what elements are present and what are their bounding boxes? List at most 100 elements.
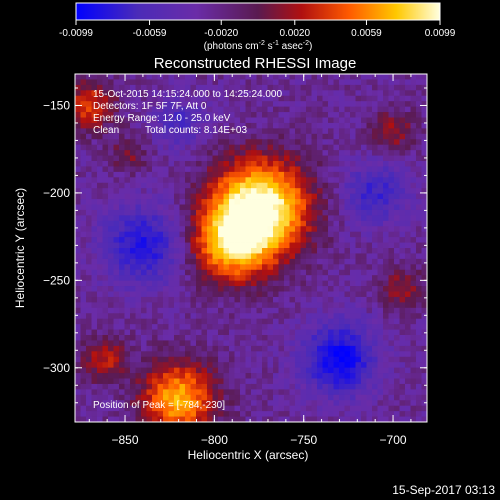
heatmap-cell xyxy=(190,362,197,369)
heatmap-cell xyxy=(130,258,136,265)
heatmap-cell xyxy=(355,150,362,156)
heatmap-cell xyxy=(262,90,268,97)
heatmap-cell xyxy=(311,313,318,320)
heatmap-cell xyxy=(218,264,224,271)
heatmap-cell xyxy=(295,280,301,287)
heatmap-cell xyxy=(240,182,246,189)
heatmap-cell xyxy=(333,209,340,216)
heatmap-cell xyxy=(300,269,307,276)
heatmap-cell xyxy=(124,220,131,227)
heatmap-cell xyxy=(355,182,362,189)
heatmap-cell xyxy=(361,356,367,363)
heatmap-cell xyxy=(223,231,230,238)
heatmap-cell xyxy=(196,253,202,260)
heatmap-cell xyxy=(328,367,334,374)
heatmap-cell xyxy=(168,188,175,195)
heatmap-cell xyxy=(130,416,136,423)
heatmap-cell xyxy=(273,155,279,162)
heatmap-cell xyxy=(174,84,180,91)
heatmap-cell xyxy=(190,84,197,91)
heatmap-cell xyxy=(333,161,340,167)
heatmap-cell xyxy=(91,253,98,260)
heatmap-cell xyxy=(185,144,191,151)
heatmap-cell xyxy=(80,416,87,423)
heatmap-cell xyxy=(394,340,400,347)
heatmap-cell xyxy=(102,405,109,412)
heatmap-cell xyxy=(207,394,213,401)
heatmap-cell xyxy=(75,106,81,113)
heatmap-cell xyxy=(207,106,213,113)
heatmap-cell xyxy=(212,335,219,341)
heatmap-cell xyxy=(141,335,147,341)
heatmap-cell xyxy=(256,90,263,97)
heatmap-cell xyxy=(108,264,114,271)
heatmap-cell xyxy=(350,383,356,390)
heatmap-cell xyxy=(190,405,197,412)
heatmap-cell xyxy=(119,90,125,97)
heatmap-cell xyxy=(97,90,103,97)
heatmap-cell xyxy=(300,101,307,108)
heatmap-cell xyxy=(300,362,307,369)
heatmap-cell xyxy=(416,215,422,222)
heatmap-cell xyxy=(322,199,329,205)
y-axis: −150−200−250−300 xyxy=(43,87,427,404)
heatmap-cell xyxy=(108,286,114,292)
heatmap-cell xyxy=(135,416,142,423)
heatmap-cell xyxy=(273,411,279,417)
heatmap-cell xyxy=(223,329,230,336)
heatmap-cell xyxy=(229,307,235,314)
heatmap-cell xyxy=(91,177,98,184)
heatmap-cell xyxy=(119,286,125,292)
heatmap-cell xyxy=(383,367,389,374)
heatmap-cell xyxy=(229,155,235,162)
heatmap-cell xyxy=(344,318,351,325)
heatmap-cell xyxy=(207,264,213,271)
heatmap-cell xyxy=(196,242,202,249)
heatmap-cell xyxy=(130,74,136,80)
heatmap-cell xyxy=(284,329,290,336)
heatmap-cell xyxy=(295,324,301,330)
heatmap-cell xyxy=(328,275,334,282)
heatmap-cell xyxy=(256,373,263,379)
heatmap-cell xyxy=(322,128,329,135)
heatmap-cell xyxy=(157,182,164,189)
heatmap-cell xyxy=(168,389,175,396)
heatmap-cell xyxy=(372,106,378,113)
heatmap-cell xyxy=(113,182,120,189)
heatmap-cell xyxy=(240,258,246,265)
heatmap-cell xyxy=(245,79,252,86)
heatmap-cell xyxy=(306,405,312,412)
heatmap-cell xyxy=(251,188,257,195)
heatmap-cell xyxy=(355,302,362,309)
heatmap-cell xyxy=(212,133,219,140)
heatmap-cell xyxy=(201,291,208,298)
heatmap-cell xyxy=(86,264,92,271)
heatmap-cell xyxy=(383,286,389,292)
heatmap-cell xyxy=(377,324,384,330)
heatmap-cell xyxy=(383,231,389,238)
heatmap-cell xyxy=(91,280,98,287)
heatmap-cell xyxy=(394,193,400,200)
heatmap-cell xyxy=(322,144,329,151)
heatmap-cell xyxy=(201,182,208,189)
heatmap-cell xyxy=(80,335,87,341)
heatmap-cell xyxy=(410,166,417,173)
heatmap-cell xyxy=(229,79,235,86)
heatmap-cell xyxy=(273,220,279,227)
heatmap-cell xyxy=(333,405,340,412)
heatmap-cell xyxy=(119,275,125,282)
heatmap-cell xyxy=(196,220,202,227)
heatmap-cell xyxy=(234,280,241,287)
heatmap-cell xyxy=(256,155,263,162)
heatmap-cell xyxy=(262,253,268,260)
heatmap-cell xyxy=(295,373,301,379)
heatmap-cell xyxy=(174,324,180,330)
heatmap-cell xyxy=(311,133,318,140)
heatmap-cell xyxy=(179,215,186,222)
heatmap-cell xyxy=(328,296,334,303)
heatmap-cell xyxy=(289,161,296,167)
heatmap-cell xyxy=(355,373,362,379)
heatmap-cell xyxy=(163,95,169,102)
heatmap-cell xyxy=(135,373,142,379)
heatmap-cell xyxy=(273,345,279,352)
